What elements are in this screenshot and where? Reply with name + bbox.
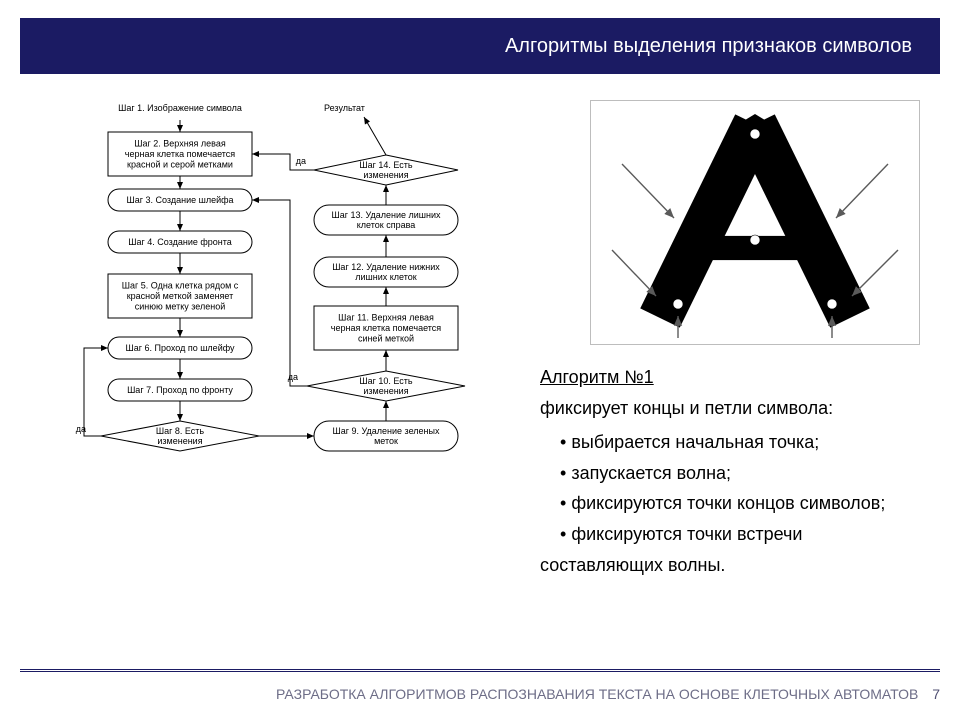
svg-text:Шаг 10. Естьизменения: Шаг 10. Естьизменения — [359, 376, 413, 396]
svg-text:Шаг 4. Создание фронта: Шаг 4. Создание фронта — [128, 237, 232, 247]
desc-subtitle: фиксирует концы и петли символа: — [540, 393, 940, 424]
flowchart: Шаг 1. Изображение символа Шаг 2. Верхняя… — [28, 96, 498, 471]
svg-text:да: да — [296, 156, 306, 166]
slide-title-bar: Алгоритмы выделения признаков символов — [20, 18, 940, 74]
footer-text: РАЗРАБОТКА АЛГОРИТМОВ РАСПОЗНАВАНИЯ ТЕКС… — [276, 686, 918, 702]
algorithm-description: Алгоритм №1 фиксирует концы и петли симв… — [540, 362, 940, 580]
desc-tail: составляющих волны. — [540, 550, 940, 581]
footer-rule — [20, 669, 940, 672]
svg-text:Результат: Результат — [324, 103, 365, 113]
footer: РАЗРАБОТКА АЛГОРИТМОВ РАСПОЗНАВАНИЯ ТЕКС… — [20, 686, 940, 702]
page-number: 7 — [932, 686, 940, 702]
svg-text:да: да — [76, 424, 86, 434]
desc-item: фиксируются точки встречи — [546, 519, 940, 550]
desc-item: выбирается начальная точка; — [546, 427, 940, 458]
svg-text:Шаг 14. Естьизменения: Шаг 14. Естьизменения — [359, 160, 413, 180]
svg-text:Шаг 1. Изображение символа: Шаг 1. Изображение символа — [118, 103, 242, 113]
svg-text:Шаг 6. Проход по шлейфу: Шаг 6. Проход по шлейфу — [125, 343, 235, 353]
svg-text:Шаг 5. Одна клетка рядом скрас: Шаг 5. Одна клетка рядом скрасной меткой… — [122, 281, 239, 312]
desc-item: запускается волна; — [546, 458, 940, 489]
svg-text:Шаг 3. Создание шлейфа: Шаг 3. Создание шлейфа — [126, 195, 233, 205]
svg-text:Шаг 2. Верхняя леваячерная кле: Шаг 2. Верхняя леваячерная клетка помеча… — [125, 139, 236, 170]
letter-figure — [590, 100, 920, 340]
desc-item: фиксируются точки концов символов; — [546, 488, 940, 519]
slide-title: Алгоритмы выделения признаков символов — [505, 35, 912, 58]
svg-text:да: да — [288, 372, 298, 382]
desc-list: выбирается начальная точка; запускается … — [546, 427, 940, 549]
desc-title: Алгоритм №1 — [540, 362, 940, 393]
svg-text:Шаг 7. Проход по фронту: Шаг 7. Проход по фронту — [127, 385, 233, 395]
svg-text:Шаг 8. Естьизменения: Шаг 8. Естьизменения — [156, 426, 205, 446]
